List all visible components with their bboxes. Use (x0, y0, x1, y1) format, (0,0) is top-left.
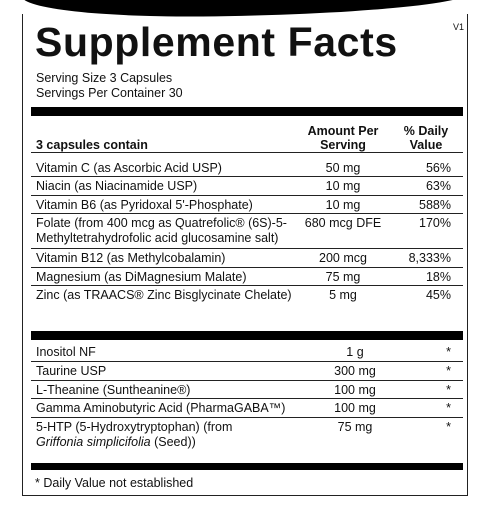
header-row: 3 capsules contain Amount Per Serving % D… (31, 116, 463, 153)
version: V1 (453, 22, 465, 32)
name: Taurine USP (31, 361, 309, 381)
amount: 5 mg (329, 288, 357, 302)
header-contain: 3 capsules contain (31, 116, 297, 153)
amount: 10 mg (297, 176, 389, 196)
name-line: 5-HTP (5-Hydroxytryptophan) (from (36, 419, 233, 434)
footnote: * Daily Value not established (35, 476, 194, 490)
name: 5-HTP (5-Hydroxytryptophan) (from Griffon… (31, 417, 309, 452)
header-dv: % Daily Value (389, 116, 463, 153)
name: Vitamin B6 (as Pyridoxal 5'-Phosphate) (31, 195, 297, 214)
name: Gamma Aminobutyric Acid (PharmaGABA™) (31, 398, 309, 418)
thick-rule (31, 463, 463, 470)
row: 5-HTP (5-Hydroxytryptophan) (from Griffon… (31, 417, 463, 452)
daily-value: * (401, 398, 463, 418)
amount: 1 g (309, 343, 401, 362)
daily-value: * (401, 361, 463, 381)
name: Inositol NF (31, 343, 309, 362)
amount: 680 mcg DFE (297, 213, 389, 249)
amount: 100 mg (309, 398, 401, 418)
row: Vitamin C (as Ascorbic Acid USP) 50 mg 56% (31, 152, 463, 177)
thick-rule (31, 331, 463, 340)
amount: 300 mg (309, 361, 401, 381)
name: Niacin (as Niacinamide USP) (31, 176, 297, 196)
nutrient-table: 3 capsules contain Amount Per Serving % D… (31, 116, 463, 304)
amount: 200 mcg (297, 248, 389, 268)
header-amount: Amount Per Serving (297, 116, 389, 153)
row: Gamma Aminobutyric Acid (PharmaGABA™) 100… (31, 398, 463, 418)
amount: 50 mg (297, 152, 389, 177)
daily-value: 45% (425, 288, 451, 302)
thick-rule (31, 107, 463, 116)
other-ingredients-table: Inositol NF 1 g * Taurine USP 300 mg * L-The… (31, 343, 463, 452)
name: Vitamin B12 (as Methylcobalamin) (31, 248, 297, 268)
label-border (22, 14, 468, 496)
row: Magnesium (as DiMagnesium Malate) 75 mg 18… (31, 267, 463, 286)
amount: 75 mg (297, 267, 389, 286)
amount: 100 mg (309, 380, 401, 399)
daily-value: 8,333% (389, 248, 463, 268)
servings-per-container: Servings Per Container 30 (36, 86, 183, 100)
row: Vitamin B12 (as Methylcobalamin) 200 mcg 8… (31, 248, 463, 268)
daily-value: * (401, 380, 463, 399)
daily-value: 18% (389, 267, 463, 286)
name: Zinc (as TRAACS® Zinc Bisglycinate Chela… (36, 288, 292, 302)
serving-size: Serving Size 3 Capsules (36, 71, 173, 85)
name: Vitamin C (as Ascorbic Acid USP) (31, 152, 297, 177)
name-line: (Seed)) (150, 434, 196, 449)
name: Folate (from 400 mcg as Quatrefolic® (6S… (31, 213, 297, 249)
header-text: Amount Per (307, 124, 379, 138)
daily-value: * (401, 343, 463, 362)
amount: 75 mg (337, 419, 373, 434)
name-italic: Griffonia simplicifolia (36, 434, 151, 449)
row: Inositol NF 1 g * (31, 343, 463, 362)
daily-value: 588% (389, 195, 463, 214)
name: L-Theanine (Suntheanine®) (31, 380, 309, 399)
row: L-Theanine (Suntheanine®) 100 mg * (31, 380, 463, 399)
row: Folate (from 400 mcg as Quatrefolic® (6S… (31, 213, 463, 249)
title: Supplement Facts (35, 19, 398, 65)
daily-value: 56% (389, 152, 463, 177)
header-text: % Daily (403, 124, 449, 138)
amount: 10 mg (297, 195, 389, 214)
daily-value: 63% (389, 176, 463, 196)
daily-value: * (446, 419, 451, 434)
name-line: Methyltetrahydrofolic acid glucosamine s… (36, 231, 279, 245)
daily-value: 170% (389, 213, 463, 249)
header-text: Value (409, 138, 443, 152)
row: Zinc (as TRAACS® Zinc Bisglycinate Chela… (31, 286, 463, 305)
name-line: Folate (from 400 mcg as Quatrefolic® (6S… (36, 216, 287, 230)
name: Magnesium (as DiMagnesium Malate) (31, 267, 297, 286)
header-text: Serving (320, 138, 366, 152)
row: Taurine USP 300 mg * (31, 361, 463, 381)
row: Niacin (as Niacinamide USP) 10 mg 63% (31, 176, 463, 196)
row: Vitamin B6 (as Pyridoxal 5'-Phosphate) 10… (31, 195, 463, 214)
